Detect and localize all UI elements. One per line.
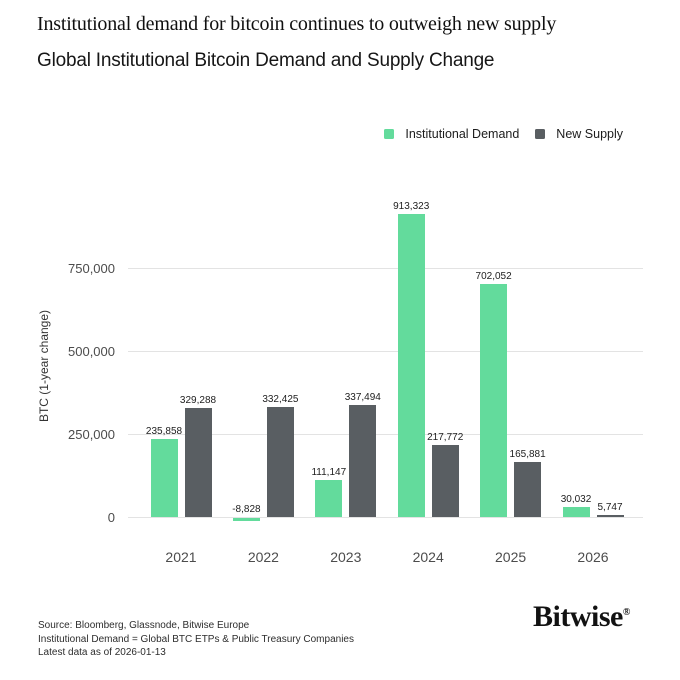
value-label-2022-demand: -8,828 [232,504,261,515]
x-tick-label-2021: 2021 [165,549,197,565]
x-axis-line [128,517,643,518]
latest-data-note: Latest data as of 2026-01-13 [38,647,166,658]
chart-legend: Institutional Demand New Supply [384,127,623,141]
legend-label: Institutional Demand [405,127,520,141]
bar-2025-supply [514,462,542,517]
value-label-2026-demand: 30,032 [560,494,592,505]
x-tick-label-2025: 2025 [495,549,527,565]
definition-note: Institutional Demand = Global BTC ETPs &… [38,633,354,645]
y-tick-label: 500,000 [68,344,115,359]
y-tick-label: 0 [107,510,115,525]
chart-eyebrow: Institutional demand for bitcoin continu… [37,13,557,35]
bar-2024-demand [397,214,425,517]
bar-2024-supply [431,445,459,517]
legend-swatch-icon [384,129,395,139]
bar-2022-demand [232,518,260,521]
x-tick-label-2023: 2023 [330,549,362,565]
bitwise-wordmark: Bitwise [533,600,623,633]
value-label-2024-demand: 913,323 [393,201,430,212]
value-label-2022-supply: 332,425 [262,394,299,405]
bar-2025-demand [480,284,508,517]
x-tick-label-2024: 2024 [412,549,444,565]
value-label-2025-supply: 165,881 [509,449,546,460]
legend-label: New Supply [556,127,623,141]
value-label-2026-supply: 5,747 [597,502,623,513]
x-tick-label-2026: 2026 [577,549,609,565]
value-label-2021-supply: 329,288 [179,395,217,406]
bar-2026-supply [596,515,624,517]
bar-2023-demand [315,480,343,517]
value-label-2024-supply: 217,772 [427,432,464,443]
bar-2022-supply [266,407,294,517]
y-tick-label: 750,000 [68,261,115,276]
bar-2026-demand [562,507,590,517]
value-label-2025-demand: 702,052 [475,271,512,282]
value-label-2021-demand: 235,858 [145,426,183,437]
y-gridline [128,434,643,435]
chart-footnotes: Source: Bloomberg, Glassnode, Bitwise Eu… [38,619,354,660]
bar-2021-supply [184,408,212,517]
bar-2023-supply [349,405,377,517]
y-gridline [128,351,643,352]
legend-swatch-icon [535,129,546,139]
source-note: Source: Bloomberg, Glassnode, Bitwise Eu… [38,620,250,631]
legend-item-new-supply: New Supply [535,127,623,141]
bitwise-logo: Bitwise® [533,600,630,634]
value-label-2023-demand: 111,147 [311,467,347,478]
x-tick-label-2022: 2022 [247,549,279,565]
y-gridline [128,268,643,269]
page-title: Global Institutional Bitcoin Demand and … [37,50,495,71]
legend-item-institutional-demand: Institutional Demand [384,127,519,141]
value-label-2023-supply: 337,494 [344,392,381,403]
y-tick-label: 250,000 [68,427,115,442]
registered-mark-icon: ® [622,607,631,618]
bar-2021-demand [150,439,178,517]
